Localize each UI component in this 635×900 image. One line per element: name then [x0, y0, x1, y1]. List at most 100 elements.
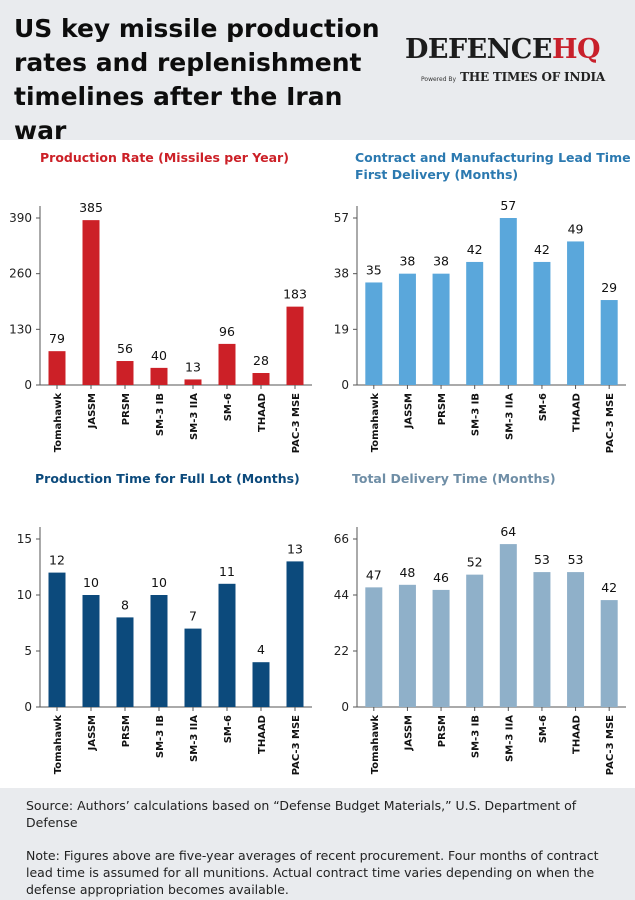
data-label: 40 — [151, 348, 167, 363]
x-tick-label: SM-3 IB — [155, 393, 166, 436]
x-tick-label: PRSM — [121, 393, 132, 425]
data-label: 48 — [399, 565, 415, 580]
x-tick-label: JASSM — [403, 393, 414, 429]
x-tick-label: SM-3 IB — [471, 715, 482, 758]
y-tick-label: 19 — [334, 322, 349, 336]
y-tick-label: 57 — [334, 211, 349, 225]
data-label: 10 — [151, 575, 167, 590]
y-tick-label: 5 — [24, 644, 32, 658]
x-tick-label: PRSM — [437, 393, 448, 425]
data-label: 183 — [283, 287, 307, 302]
bar-tomahawk — [48, 351, 66, 385]
data-label: 42 — [467, 242, 483, 257]
bar-jassm — [82, 220, 100, 385]
chart-title-3: Production Time for Full Lot (Months) — [35, 471, 300, 486]
data-label: 46 — [433, 570, 449, 585]
partner-name: THE TIMES OF INDIA — [460, 70, 605, 84]
bar-sm-3-iia — [184, 628, 202, 707]
x-tick-label: SM-3 IIA — [189, 715, 200, 762]
x-tick-label: Tomahawk — [370, 393, 381, 453]
data-label: 7 — [189, 609, 197, 624]
brand-name-part2: HQ — [552, 34, 601, 65]
bar-prsm — [432, 273, 450, 385]
x-tick-label: SM-6 — [223, 715, 234, 743]
data-label: 29 — [601, 280, 617, 295]
data-label: 11 — [219, 564, 235, 579]
data-label: 12 — [49, 553, 65, 568]
x-tick-label: SM-6 — [223, 393, 234, 421]
y-tick-label: 10 — [17, 588, 32, 602]
bar-sm-6 — [533, 261, 551, 385]
data-label: 53 — [568, 552, 584, 567]
bar-tomahawk — [365, 282, 383, 385]
bar-jassm — [82, 595, 100, 707]
bar-tomahawk — [48, 572, 66, 707]
data-label: 47 — [366, 567, 382, 582]
data-label: 4 — [257, 642, 265, 657]
x-tick-label: PRSM — [121, 715, 132, 747]
x-tick-label: JASSM — [87, 393, 98, 429]
chart-title-4: Total Delivery Time (Months) — [352, 471, 556, 486]
bar-pac-3-mse — [600, 600, 618, 707]
x-tick-label: SM-3 IIA — [504, 393, 515, 440]
x-tick-label: THAAD — [572, 393, 583, 432]
x-tick-label: SM-6 — [538, 393, 549, 421]
bar-sm-3-iia — [184, 379, 202, 385]
bar-thaad — [567, 241, 585, 385]
page-title: US key missile production rates and repl… — [14, 14, 380, 145]
x-tick-label: JASSM — [87, 715, 98, 751]
brand-logo: DEFENCEHQ Powered By THE TIMES OF INDIA — [405, 34, 627, 94]
x-tick-label: THAAD — [257, 393, 268, 432]
data-label: 57 — [500, 198, 516, 213]
data-label: 38 — [399, 254, 415, 269]
powered-by-label: Powered By — [421, 76, 457, 83]
y-tick-label: 38 — [334, 267, 349, 281]
x-tick-label: SM-3 IB — [155, 715, 166, 758]
bar-jassm — [398, 584, 416, 707]
x-tick-label: THAAD — [257, 715, 268, 754]
data-label: 52 — [467, 555, 483, 570]
bar-tomahawk — [365, 587, 383, 707]
y-tick-label: 0 — [24, 378, 32, 392]
bar-sm-3-ib — [150, 595, 168, 707]
x-tick-label: Tomahawk — [370, 715, 381, 775]
data-label: 35 — [366, 262, 382, 277]
bar-prsm — [116, 617, 134, 707]
data-label: 28 — [253, 353, 269, 368]
bar-jassm — [398, 273, 416, 385]
brand-sub: Powered By THE TIMES OF INDIA — [421, 70, 605, 84]
bar-pac-3-mse — [600, 300, 618, 385]
x-tick-label: JASSM — [403, 715, 414, 751]
bar-pac-3-mse — [286, 561, 304, 707]
header: US key missile production rates and repl… — [0, 0, 635, 145]
data-label: 13 — [287, 541, 303, 556]
y-tick-label: 0 — [24, 700, 32, 714]
y-tick-label: 15 — [17, 532, 32, 546]
data-label: 10 — [83, 575, 99, 590]
y-tick-label: 0 — [341, 378, 349, 392]
x-tick-label: Tomahawk — [53, 393, 64, 453]
data-label: 42 — [601, 580, 617, 595]
bar-thaad — [252, 662, 270, 707]
x-tick-label: PAC-3 MSE — [605, 715, 616, 775]
bar-sm-3-iia — [499, 544, 517, 707]
data-label: 79 — [49, 331, 65, 346]
x-tick-label: Tomahawk — [53, 715, 64, 775]
data-label: 96 — [219, 324, 235, 339]
footer: Source: Authors’ calculations based on “… — [0, 788, 635, 900]
source-text: Source: Authors’ calculations based on “… — [26, 798, 577, 830]
bar-sm-6 — [533, 572, 551, 707]
x-tick-label: SM-3 IIA — [189, 393, 200, 440]
y-tick-label: 66 — [334, 532, 349, 546]
data-label: 56 — [117, 341, 133, 356]
data-label: 42 — [534, 242, 550, 257]
x-tick-label: PRSM — [437, 715, 448, 747]
bar-sm-3-ib — [466, 574, 484, 707]
chart-title-2-line-2: First Delivery (Months) — [355, 167, 518, 182]
brand-name-part1: DEFENCE — [405, 34, 553, 65]
data-label: 64 — [500, 524, 516, 539]
x-tick-label: SM-3 IB — [471, 393, 482, 436]
bar-sm-6 — [218, 583, 236, 707]
charts-canvas: Production Rate (Missiles per Year)01302… — [9, 150, 635, 775]
y-tick-label: 390 — [9, 211, 32, 225]
